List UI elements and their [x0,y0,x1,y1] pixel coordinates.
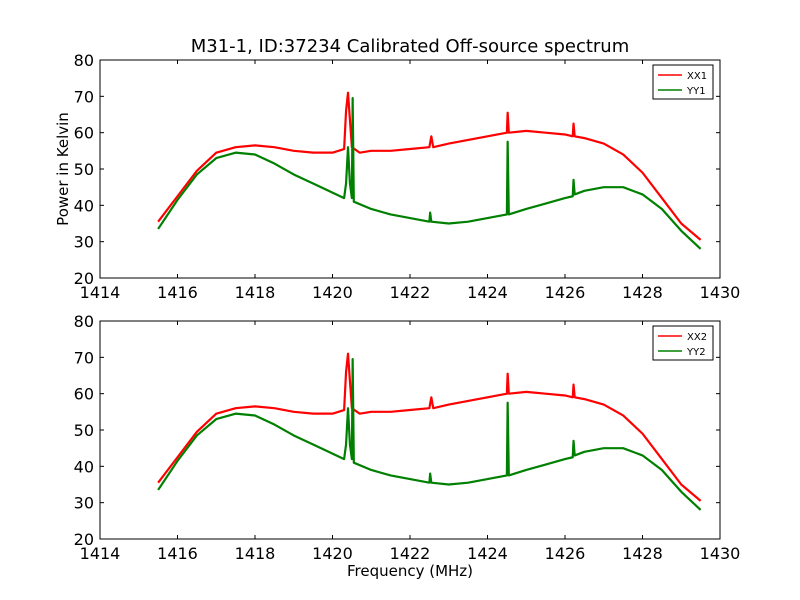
y-tick-label: 20 [74,530,94,549]
y-tick-label: 70 [74,87,94,106]
x-tick-label: 1418 [235,544,276,563]
legend-box [652,325,714,361]
legend-label-yy2: YY2 [686,347,706,358]
x-tick-label: 1430 [700,544,741,563]
y-tick-label: 70 [74,348,94,367]
x-axis-label: Frequency (MHz) [347,562,473,580]
y-tick-label: 80 [74,312,94,331]
y-tick-label: 60 [74,124,94,143]
y-axis-label: Power in Kelvin [54,112,72,226]
x-tick-label: 1416 [157,544,198,563]
plot-area-frame [99,320,721,540]
x-tick-label: 1426 [545,283,586,302]
subplot-1: 1414 1416 1418 1420 1422 1424 1426 1428 1430 20 30… [54,36,740,302]
y-tick-label: 50 [74,421,94,440]
y-tick-label: 30 [74,233,94,252]
legend-label-xx1: XX1 [687,71,707,82]
legend-label-xx2: XX2 [687,332,707,343]
series-line-xx1 [157,91,702,241]
series-line-xx2 [157,352,702,502]
plot-area-frame [99,59,721,279]
y-tick-label: 40 [74,457,94,476]
x-tick-label: 1428 [622,544,663,563]
subplot-2: 1414 1416 1418 1420 1422 1424 1426 1428 1430 20 30… [74,312,741,580]
series-line-yy2 [157,358,702,511]
legend-box [652,64,714,100]
x-tick-label: 1424 [467,544,508,563]
x-tick-label: 1422 [390,544,431,563]
y-tick-label: 50 [74,160,94,179]
x-tick-label: 1414 [80,544,121,563]
legend-label-yy1: YY1 [686,86,706,97]
x-tick-label: 1426 [545,544,586,563]
y-tick-label: 20 [74,269,94,288]
x-tick-label: 1420 [312,544,353,563]
x-tick-label: 1420 [312,283,353,302]
x-tick-label: 1428 [622,283,663,302]
x-tick-label: 1430 [700,283,741,302]
series-line-yy1 [157,97,702,250]
y-tick-label: 30 [74,494,94,513]
chart-title: M31-1, ID:37234 Calibrated Off-source sp… [191,36,630,57]
y-tick-label: 60 [74,385,94,404]
y-tick-label: 40 [74,196,94,215]
x-tick-label: 1424 [467,283,508,302]
x-tick-label: 1422 [390,283,431,302]
x-tick-label: 1418 [235,283,276,302]
x-tick-label: 1416 [157,283,198,302]
x-tick-label: 1414 [80,283,121,302]
y-tick-label: 80 [74,51,94,70]
